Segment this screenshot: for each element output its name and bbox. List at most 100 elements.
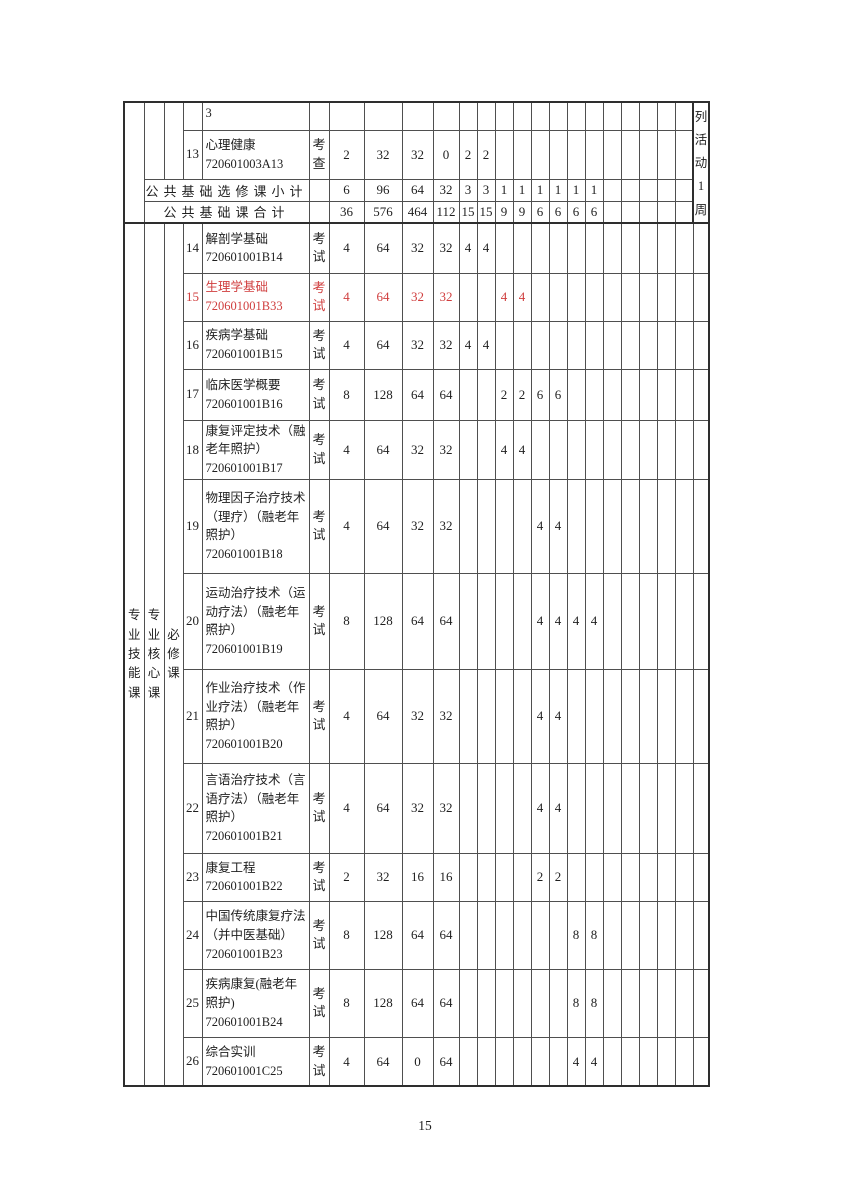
semester-hours-cell bbox=[584, 478, 604, 574]
credits-cell: 4 bbox=[328, 222, 365, 274]
semester-hours-cell bbox=[494, 129, 514, 180]
semester-hours-cell bbox=[674, 178, 694, 202]
credits-cell: 8 bbox=[328, 968, 365, 1038]
semester-hours-cell: 4 bbox=[476, 320, 496, 370]
credits-cell: 2 bbox=[328, 129, 365, 180]
semester-hours-cell bbox=[458, 668, 478, 764]
activity-column-cell bbox=[692, 272, 710, 322]
semester-hours-cell: 15 bbox=[458, 200, 478, 224]
activity-column-cell bbox=[692, 320, 710, 370]
semester-hours-cell bbox=[620, 129, 640, 180]
semester-hours-cell bbox=[512, 762, 532, 854]
semester-hours-cell bbox=[656, 900, 676, 970]
semester-hours-cell bbox=[458, 852, 478, 902]
activity-column-cell bbox=[692, 222, 710, 274]
practice-hours-cell: 112 bbox=[432, 200, 460, 224]
hours-cell bbox=[401, 101, 434, 131]
semester-hours-cell: 9 bbox=[512, 200, 532, 224]
total-hours-cell: 64 bbox=[363, 478, 403, 574]
semester-hours-cell bbox=[638, 368, 658, 421]
activity-column-cell bbox=[692, 900, 710, 970]
credits-cell: 4 bbox=[328, 478, 365, 574]
semester-hours-cell bbox=[548, 900, 568, 970]
semester-hours-cell bbox=[602, 101, 622, 131]
row-number-cell: 14 bbox=[182, 222, 203, 274]
semester-hours-cell bbox=[530, 272, 550, 322]
exam-type-cell: 考试 bbox=[308, 419, 330, 480]
semester-hours-cell bbox=[620, 1036, 640, 1087]
semester-hours-cell bbox=[584, 668, 604, 764]
semester-hours-cell bbox=[620, 419, 640, 480]
row-number-cell: 21 bbox=[182, 668, 203, 764]
activity-column-cell bbox=[692, 419, 710, 480]
row-number-cell: 26 bbox=[182, 1036, 203, 1087]
semester-hours-cell bbox=[494, 222, 514, 274]
semester-hours-cell bbox=[620, 320, 640, 370]
curriculum-table: 3 列活动1周 13 心理健康 720601003A13 考查 2 32 32 0 2 2 公共基础选修… bbox=[123, 101, 710, 1088]
practice-hours-cell: 32 bbox=[432, 762, 460, 854]
subtotal-label-cell: 公共基础选修课小计 bbox=[143, 178, 310, 202]
semester-hours-cell bbox=[512, 101, 532, 131]
semester-hours-cell: 8 bbox=[584, 968, 604, 1038]
semester-hours-cell bbox=[638, 478, 658, 574]
theory-hours-cell: 32 bbox=[401, 272, 434, 322]
total-hours-cell: 64 bbox=[363, 320, 403, 370]
semester-hours-cell bbox=[584, 852, 604, 902]
semester-hours-cell bbox=[584, 272, 604, 322]
course-code: 720601001B24 bbox=[205, 1014, 283, 1029]
semester-hours-cell bbox=[494, 1036, 514, 1087]
exam-type-cell: 考试 bbox=[308, 478, 330, 574]
semester-hours-cell bbox=[584, 320, 604, 370]
semester-hours-cell bbox=[458, 368, 478, 421]
exam-type-cell bbox=[308, 200, 330, 224]
course-name-cell: 疾病学基础 720601001B15 bbox=[201, 320, 310, 370]
semester-hours-cell bbox=[566, 101, 586, 131]
row-number-cell: 23 bbox=[182, 852, 203, 902]
course-name-cell: 运动治疗技术（运动疗法）（融老年照护） 720601001B19 bbox=[201, 572, 310, 670]
course-name-cell: 生理学基础 720601001B33 bbox=[201, 272, 310, 322]
semester-hours-cell bbox=[674, 478, 694, 574]
semester-hours-cell bbox=[656, 478, 676, 574]
course-name-cell: 康复评定技术（融老年照护） 720601001B17 bbox=[201, 419, 310, 480]
semester-hours-cell bbox=[638, 178, 658, 202]
semester-hours-cell: 8 bbox=[566, 900, 586, 970]
course-code: 720601001B21 bbox=[205, 829, 283, 843]
semester-hours-cell bbox=[602, 320, 622, 370]
category-skill-cell: 专业技能课 bbox=[123, 221, 145, 1087]
course-name: 解剖学基础 bbox=[205, 231, 269, 246]
semester-hours-cell bbox=[566, 852, 586, 902]
course-code: 720601001B18 bbox=[205, 547, 283, 561]
semester-hours-cell bbox=[638, 1036, 658, 1087]
semester-hours-cell: 1 bbox=[584, 178, 604, 202]
semester-hours-cell: 1 bbox=[512, 178, 532, 202]
credits-cell: 6 bbox=[328, 178, 365, 202]
semester-hours-cell bbox=[620, 368, 640, 421]
semester-hours-cell bbox=[494, 900, 514, 970]
theory-hours-cell: 32 bbox=[401, 320, 434, 370]
activity-column-cell bbox=[692, 852, 710, 902]
semester-hours-cell bbox=[584, 419, 604, 480]
semester-hours-cell bbox=[620, 478, 640, 574]
activity-column-cell bbox=[692, 668, 710, 764]
semester-hours-cell bbox=[458, 572, 478, 670]
semester-hours-cell bbox=[476, 1036, 496, 1087]
semester-hours-cell: 4 bbox=[494, 419, 514, 480]
course-name: 综合实训 bbox=[205, 1044, 256, 1059]
exam-type-cell: 考试 bbox=[308, 900, 330, 970]
course-name-cell: 综合实训 720601001C25 bbox=[201, 1036, 310, 1087]
semester-hours-cell bbox=[566, 222, 586, 274]
semester-hours-cell bbox=[476, 572, 496, 670]
semester-hours-cell bbox=[620, 762, 640, 854]
semester-hours-cell bbox=[584, 129, 604, 180]
semester-hours-cell bbox=[530, 129, 550, 180]
semester-hours-cell bbox=[638, 968, 658, 1038]
course-code: 720601001B20 bbox=[205, 737, 283, 751]
semester-hours-cell: 2 bbox=[476, 129, 496, 180]
semester-hours-cell: 6 bbox=[584, 200, 604, 224]
theory-hours-cell: 16 bbox=[401, 852, 434, 902]
course-name: 物理因子治疗技术（理疗）（融老年照护） bbox=[205, 490, 306, 543]
semester-hours-cell bbox=[512, 572, 532, 670]
semester-hours-cell: 4 bbox=[584, 1036, 604, 1087]
practice-hours-cell: 64 bbox=[432, 572, 460, 670]
semester-hours-cell bbox=[656, 101, 676, 131]
